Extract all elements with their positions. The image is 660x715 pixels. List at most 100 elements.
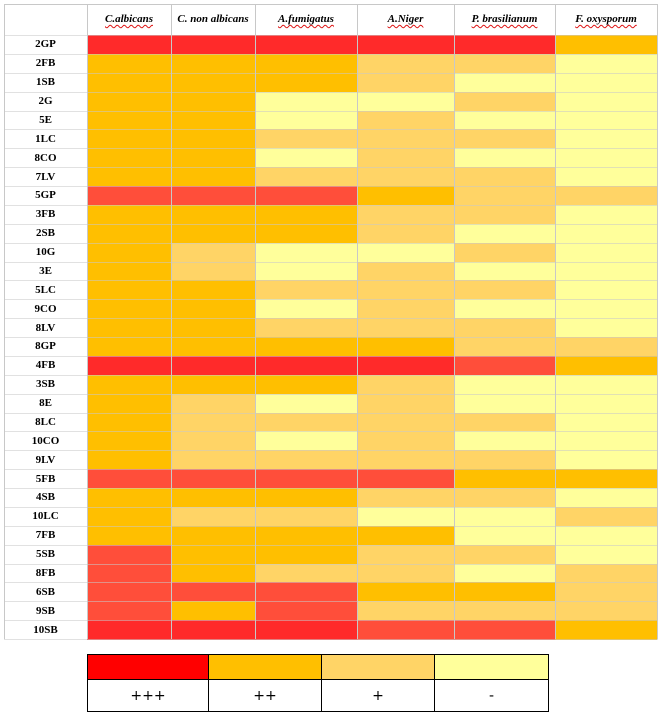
grid-line: [4, 53, 658, 55]
row-label: 7FB: [35, 529, 56, 542]
activity-cell: [171, 186, 255, 206]
activity-cell: [357, 393, 454, 413]
activity-cell: [454, 148, 555, 168]
activity-cell: [555, 525, 657, 546]
activity-cell: [555, 412, 657, 432]
column-header-label: C. non albicans: [177, 13, 249, 25]
activity-cell: [454, 450, 555, 470]
activity-cell: [87, 488, 171, 508]
activity-cell: [255, 129, 357, 149]
activity-cell: [555, 186, 657, 206]
activity-cell: [357, 204, 454, 225]
activity-table: C.albicans C. non albicans A.fumigatus A.Ni…: [4, 4, 658, 640]
column-header-label: A.Niger: [387, 13, 424, 25]
activity-cell: [171, 91, 255, 111]
activity-cell: [357, 167, 454, 187]
activity-cell: [454, 337, 555, 357]
activity-cell: [357, 582, 454, 602]
activity-cell: [171, 469, 255, 489]
column-header-label: C.albicans: [105, 13, 153, 25]
row-label: 2G: [38, 95, 53, 108]
activity-cell: [454, 167, 555, 187]
activity-cell: [171, 374, 255, 395]
grid-line: [657, 4, 658, 639]
activity-cell: [454, 35, 555, 55]
activity-cell: [357, 355, 454, 376]
activity-cell: [87, 620, 171, 640]
activity-cell: [555, 280, 657, 300]
row-label: 7LV: [35, 170, 56, 183]
legend-table: +++ ++ + -: [87, 654, 549, 712]
row-label: 5E: [39, 113, 52, 126]
legend-label: -: [434, 680, 549, 712]
activity-cell: [255, 167, 357, 187]
grid-line: [4, 601, 658, 603]
activity-cell: [171, 299, 255, 319]
activity-cell: [454, 488, 555, 508]
activity-cell: [454, 544, 555, 564]
activity-cell: [255, 393, 357, 413]
activity-cell: [255, 186, 357, 206]
activity-cell: [87, 186, 171, 206]
activity-cell: [454, 204, 555, 225]
activity-cell: [87, 374, 171, 395]
grid-line: [4, 582, 658, 584]
activity-cell: [555, 110, 657, 130]
activity-cell: [171, 148, 255, 168]
activity-cell: [555, 469, 657, 489]
activity-cell: [171, 261, 255, 281]
column-header-5: P. brasilianum: [454, 4, 555, 35]
grid-line: [87, 4, 88, 639]
activity-cell: [255, 488, 357, 508]
activity-cell: [555, 204, 657, 225]
activity-cell: [255, 242, 357, 262]
row-label: 4SB: [36, 491, 55, 504]
activity-cell: [255, 72, 357, 93]
activity-cell: [255, 53, 357, 74]
activity-cell: [255, 506, 357, 527]
grid-line: [4, 167, 658, 169]
activity-cell: [171, 563, 255, 583]
column-header-2: C. non albicans: [171, 4, 255, 35]
row-label: 3SB: [36, 378, 55, 391]
activity-cell: [255, 204, 357, 225]
activity-cell: [357, 525, 454, 546]
row-label: 4FB: [35, 359, 56, 372]
activity-cell: [87, 563, 171, 583]
activity-cell: [171, 450, 255, 470]
activity-cell: [171, 129, 255, 149]
activity-cell: [454, 242, 555, 262]
row-label: 8LV: [35, 321, 56, 334]
activity-cell: [255, 431, 357, 451]
row-label: 9LV: [35, 453, 56, 466]
row-label: 10SB: [33, 623, 58, 636]
activity-cell: [454, 355, 555, 376]
column-header-4: A.Niger: [357, 4, 454, 35]
grid-line: [171, 4, 172, 639]
legend-swatch: [208, 654, 322, 680]
activity-cell: [171, 280, 255, 300]
activity-cell: [454, 186, 555, 206]
activity-cell: [555, 374, 657, 395]
grid-line: [255, 4, 256, 639]
grid-line: [4, 35, 658, 36]
activity-cell: [357, 431, 454, 451]
activity-cell: [171, 53, 255, 74]
activity-cell: [454, 506, 555, 527]
grid-line: [4, 110, 658, 112]
activity-cell: [357, 242, 454, 262]
activity-cell: [171, 204, 255, 225]
row-label: 9CO: [34, 302, 57, 315]
activity-cell: [255, 318, 357, 338]
grid-line: [4, 337, 658, 338]
grid-line: [4, 242, 658, 244]
grid-line: [4, 72, 658, 74]
activity-cell: [171, 110, 255, 130]
activity-cell: [87, 110, 171, 130]
legend-label: ++: [208, 680, 322, 712]
row-label: 2SB: [36, 227, 55, 240]
legend-label: +: [321, 680, 435, 712]
activity-cell: [454, 91, 555, 111]
activity-cell: [454, 393, 555, 413]
activity-cell: [255, 601, 357, 621]
